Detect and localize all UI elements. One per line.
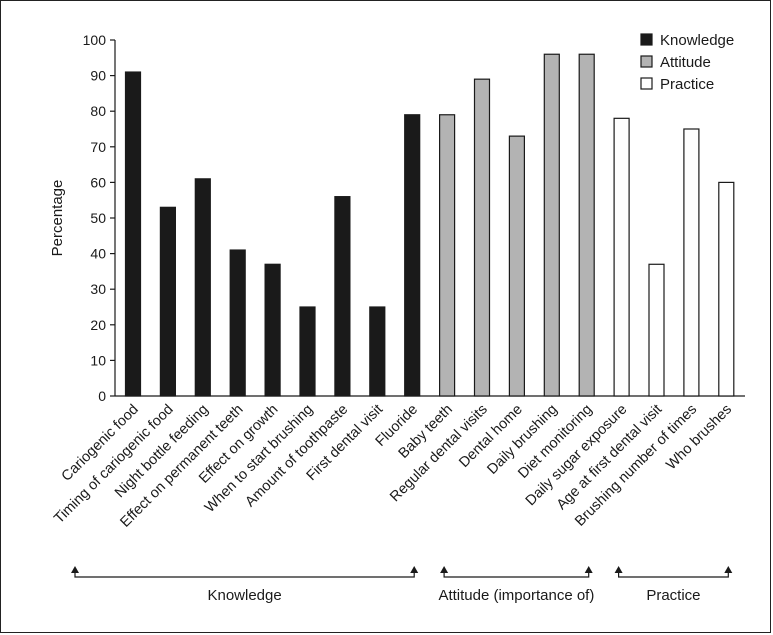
bar <box>473 78 491 397</box>
bar <box>299 306 316 397</box>
bar <box>194 178 211 397</box>
bar <box>508 135 525 397</box>
group-label: Knowledge <box>207 587 281 604</box>
bar <box>124 71 142 397</box>
legend-swatch <box>640 33 653 46</box>
bracket-arrowhead <box>724 566 733 573</box>
bar <box>543 53 560 397</box>
bar <box>159 206 176 397</box>
y-tick-label: 20 <box>90 317 106 333</box>
bracket-arrowhead <box>614 566 623 573</box>
bars <box>124 53 735 397</box>
bar <box>578 53 595 397</box>
bar <box>439 114 456 397</box>
bar <box>683 128 700 397</box>
bar <box>718 181 735 397</box>
bar <box>648 263 665 397</box>
legend-label: Knowledge <box>660 32 734 49</box>
group-bracket <box>74 572 415 578</box>
bracket-arrowhead <box>410 566 419 573</box>
group-label: Attitude (importance of) <box>438 587 594 604</box>
group-bracket <box>443 572 590 578</box>
y-tick-label: 70 <box>90 139 106 155</box>
bracket-arrowhead <box>440 566 449 573</box>
legend: Knowledge Attitude Practice <box>640 32 734 93</box>
y-tick-label: 0 <box>98 388 106 404</box>
bracket-arrowhead <box>71 566 79 573</box>
bar <box>334 196 351 397</box>
y-tick-label: 80 <box>90 103 106 119</box>
y-axis-title: Percentage <box>49 180 66 257</box>
bar <box>229 249 246 397</box>
y-tick-label: 90 <box>90 68 106 84</box>
group-bracket <box>618 572 729 578</box>
bar <box>613 117 630 397</box>
group-brackets: Knowledge Attitude (importance of) Practic… <box>71 566 733 604</box>
y-tick-label: 10 <box>90 352 106 368</box>
legend-label: Practice <box>660 76 714 93</box>
legend-swatch <box>640 77 653 90</box>
group-label: Practice <box>646 587 700 604</box>
y-tick-label: 40 <box>90 246 106 262</box>
y-tick-label: 30 <box>90 281 106 297</box>
bar <box>369 306 386 397</box>
y-tick-label: 60 <box>90 174 106 190</box>
y-tick-label: 50 <box>90 210 106 226</box>
bar <box>264 263 281 397</box>
bracket-arrowhead <box>584 566 593 573</box>
axes: 0 10 20 30 40 50 60 70 80 90 100 <box>83 32 745 404</box>
y-tick-label: 100 <box>83 32 107 48</box>
legend-label: Attitude <box>660 54 711 71</box>
legend-swatch <box>640 55 653 68</box>
bar <box>404 114 421 397</box>
